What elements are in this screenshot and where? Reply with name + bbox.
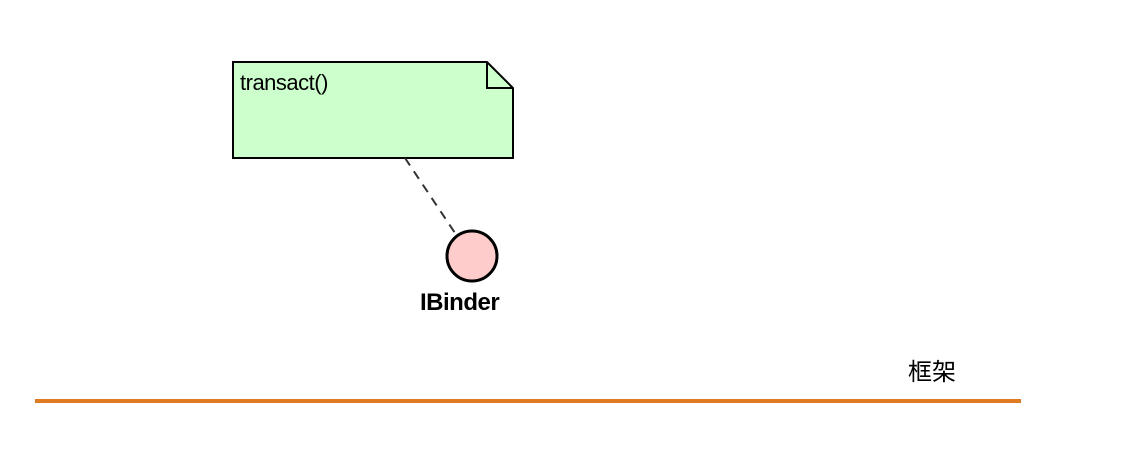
note-connector-line — [404, 157, 456, 234]
interface-circle[interactable] — [445, 229, 499, 283]
interface-label: IBinder — [420, 289, 500, 316]
note-fold-corner — [486, 62, 513, 89]
note-shape[interactable] — [232, 61, 514, 159]
boundary-label: 框架 — [908, 358, 956, 386]
note-text: transact() — [240, 70, 328, 95]
